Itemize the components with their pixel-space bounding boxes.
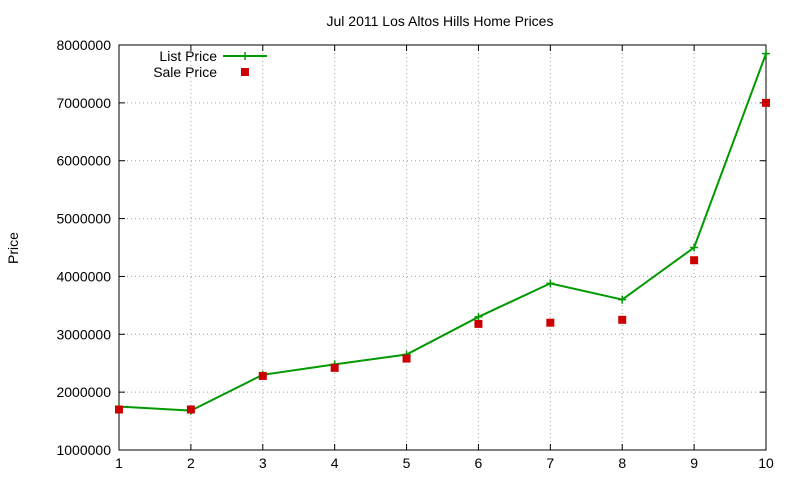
list-price-point: [618, 295, 627, 304]
y-tick-label: 3000000: [56, 326, 111, 342]
x-tick-label: 5: [403, 455, 411, 471]
sale-price-point: [474, 319, 483, 328]
y-tick-label: 4000000: [56, 268, 111, 284]
sale-price-point: [762, 98, 770, 107]
y-tick-label: 8000000: [56, 37, 111, 53]
x-tick-label: 6: [475, 455, 483, 471]
legend-swatch-marker: [241, 68, 249, 76]
sale-price-point: [402, 354, 411, 363]
sale-price-point: [546, 318, 555, 327]
sale-price-point: [618, 315, 627, 324]
x-tick-label: 3: [259, 455, 267, 471]
series: [115, 49, 770, 415]
sale-price-point: [115, 405, 123, 414]
y-tick-label: 1000000: [56, 442, 111, 458]
y-tick-label: 2000000: [56, 384, 111, 400]
plot-border: [118, 44, 767, 451]
legend-swatch-marker: [241, 52, 249, 60]
x-tick-label: 7: [546, 455, 554, 471]
axis-ticks: 1 2 3 4 5 6 7 8 9 10 1000000 2000000 3000000 4000000 5…: [56, 37, 774, 471]
list-price-point: [690, 243, 699, 252]
legend-label: List Price: [159, 48, 217, 64]
y-tick-label: 6000000: [56, 153, 111, 169]
grid: [119, 45, 766, 450]
y-tick-label: 5000000: [56, 211, 111, 227]
x-tick-label: 4: [331, 455, 339, 471]
sale-price-point: [330, 363, 339, 372]
legend-label: Sale Price: [153, 64, 217, 80]
x-tick-label: 10: [758, 455, 774, 471]
x-tick-label: 2: [187, 455, 195, 471]
list-price-point: [546, 279, 555, 288]
y-axis-label: Price: [5, 232, 21, 264]
x-tick-label: 8: [618, 455, 626, 471]
x-tick-label: 9: [690, 455, 698, 471]
sale-price-point: [258, 371, 267, 380]
sale-price-point: [186, 405, 195, 414]
y-tick-label: 7000000: [56, 95, 111, 111]
sale-price-point: [690, 256, 699, 265]
x-tick-label: 1: [115, 455, 123, 471]
list-price-point: [474, 312, 483, 321]
list-price-line: [118, 53, 767, 412]
chart-title: Jul 2011 Los Altos Hills Home Prices: [327, 13, 554, 29]
list-price-point: [762, 49, 770, 58]
